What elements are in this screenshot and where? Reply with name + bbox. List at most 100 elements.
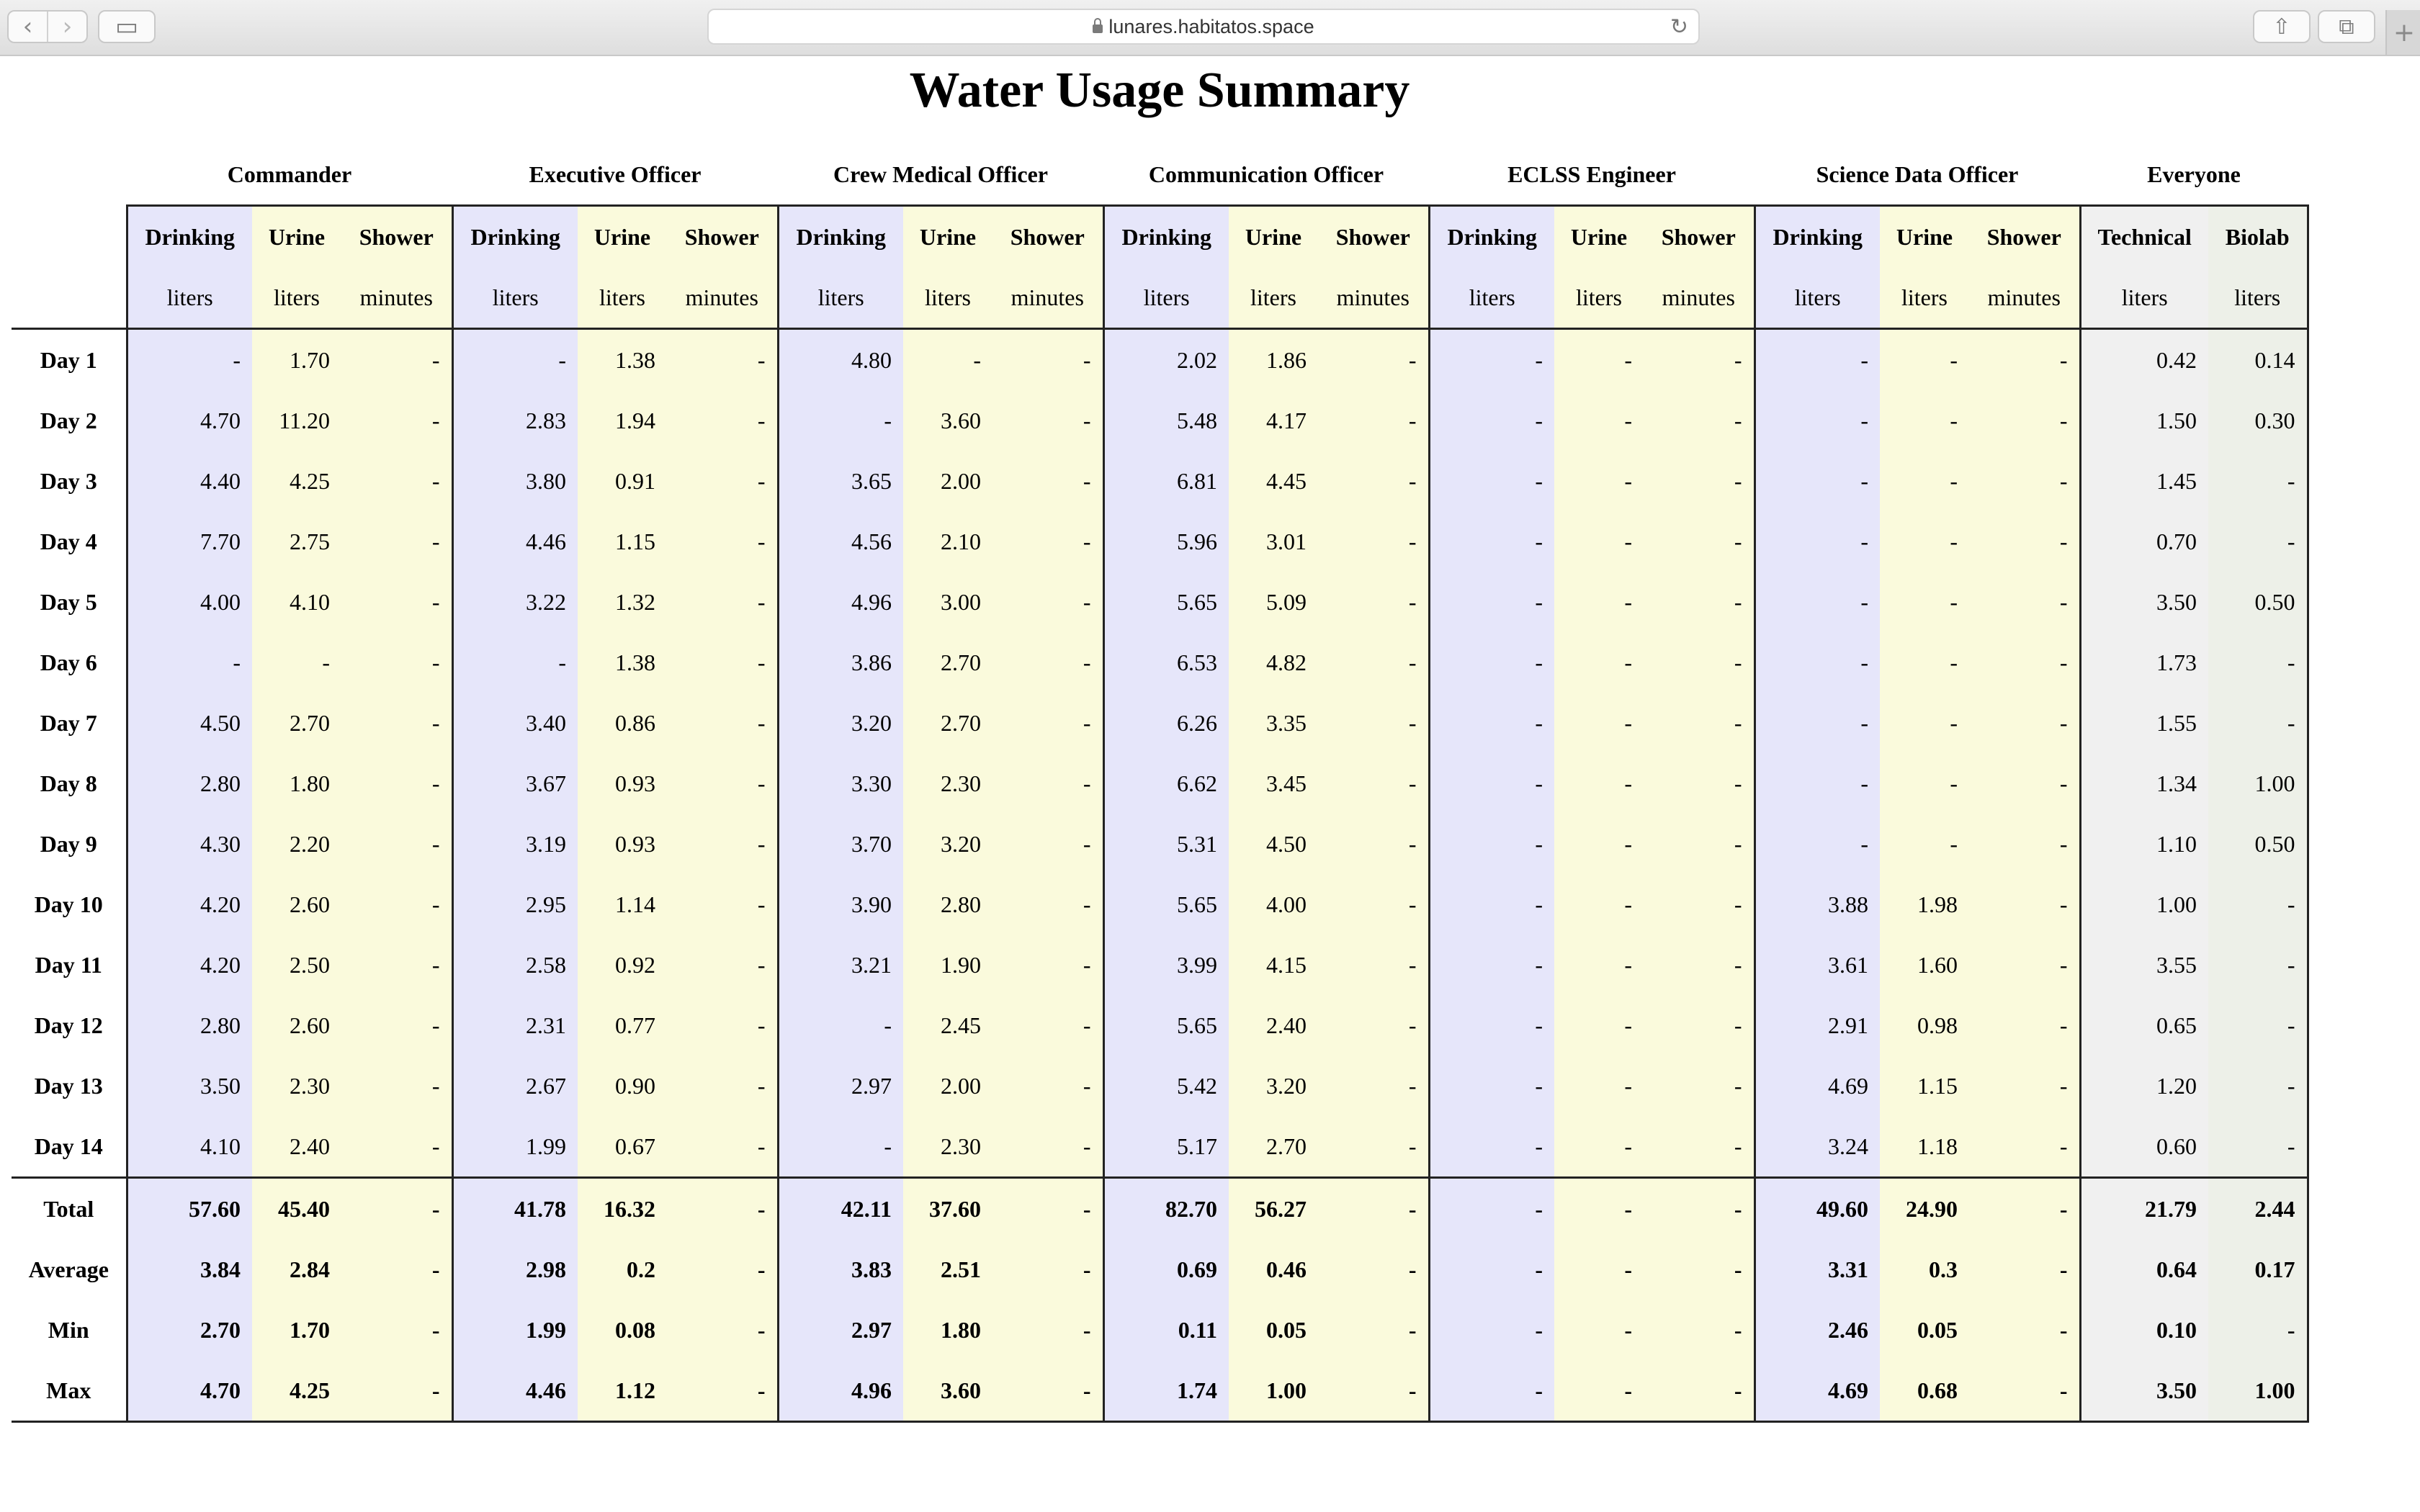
table-cell: -	[667, 995, 778, 1056]
column-header-shower: Shower	[1318, 204, 1429, 267]
table-cell: 7.70	[125, 511, 252, 572]
column-header-urine: Urine	[578, 204, 667, 267]
table-cell: 1.45	[2079, 451, 2208, 511]
back-icon[interactable]: ‹	[22, 12, 33, 41]
new-tab-button[interactable]: +	[2385, 10, 2420, 55]
table-cell: 3.67	[451, 753, 578, 814]
table-cell: 0.3	[1880, 1239, 1969, 1300]
lock-icon	[1093, 18, 1103, 33]
table-cell: 2.20	[252, 814, 341, 874]
table-cell: -	[1318, 874, 1429, 935]
table-cell: -	[1969, 328, 2080, 390]
table-cell: 0.08	[578, 1300, 667, 1360]
column-unit: liters	[1102, 267, 1229, 330]
table-cell: -	[992, 995, 1103, 1056]
table-cell: 0.86	[578, 693, 667, 753]
table-cell: -	[1753, 328, 1880, 390]
table-cell: 2.30	[903, 753, 992, 814]
table-cell: 3.60	[903, 1360, 992, 1423]
table-cell: 0.05	[1880, 1300, 1969, 1360]
table-cell: -	[1644, 328, 1754, 390]
table-cell: 2.44	[2208, 1177, 2309, 1239]
table-cell: 4.96	[776, 1360, 903, 1423]
address-bar[interactable]: lunares.habitatos.space ↻	[707, 9, 1700, 45]
table-cell: -	[1969, 390, 2080, 451]
table-cell: 1.55	[2079, 693, 2208, 753]
table-row: Day 3 4.40 4.25-3.80 0.91-3.65 2.00-6.81 4.45…	[12, 451, 2309, 511]
table-cell: 2.70	[903, 632, 992, 693]
table-cell: -	[1428, 511, 1554, 572]
table-cell: -	[341, 1360, 452, 1423]
table-cell: -	[341, 874, 452, 935]
table-cell: -	[1880, 572, 1969, 632]
table-cell: -	[992, 1177, 1103, 1239]
table-cell: 0.65	[2079, 995, 2208, 1056]
table-cell: -	[341, 1239, 452, 1300]
table-cell: 4.80	[776, 328, 903, 390]
table-cell: -	[667, 328, 778, 390]
table-cell: -	[992, 451, 1103, 511]
table-cell: -	[1428, 328, 1554, 390]
table-cell: -	[1969, 935, 2080, 995]
reload-icon[interactable]: ↻	[1670, 14, 1688, 40]
table-cell: 0.60	[2079, 1116, 2208, 1179]
table-cell: 1.50	[2079, 390, 2208, 451]
table-cell: -	[1644, 814, 1754, 874]
table-cell: -	[1554, 753, 1644, 814]
row-label: Day 1	[40, 346, 97, 373]
table-cell: 6.62	[1102, 753, 1229, 814]
column-unit: liters	[125, 267, 252, 330]
tab-overview-button[interactable]: ⧉	[2318, 10, 2375, 43]
table-cell: -	[2208, 632, 2309, 693]
table-cell: -	[1428, 753, 1554, 814]
table-cell: 0.17	[2208, 1239, 2309, 1300]
table-cell: -	[125, 632, 252, 693]
table-cell: 3.61	[1753, 935, 1880, 995]
table-cell: 2.70	[1229, 1116, 1318, 1179]
table-cell: -	[992, 1360, 1103, 1423]
column-unit: liters	[2079, 267, 2208, 330]
table-cell: -	[992, 693, 1103, 753]
table-cell: -	[1753, 572, 1880, 632]
table-cell: 3.20	[903, 814, 992, 874]
sidebar-toggle-button[interactable]: ▭	[98, 10, 156, 43]
table-cell: 2.31	[451, 995, 578, 1056]
table-cell: -	[667, 753, 778, 814]
share-button[interactable]: ⇧	[2253, 10, 2311, 43]
column-header-urine: Urine	[1229, 204, 1318, 267]
table-cell: -	[1428, 1360, 1554, 1423]
table-cell: 3.55	[2079, 935, 2208, 995]
forward-icon[interactable]: ›	[47, 12, 86, 42]
table-cell: 2.80	[903, 874, 992, 935]
column-header-urine: Urine	[1554, 204, 1644, 267]
column-unit: liters	[1554, 267, 1644, 330]
row-label: Min	[48, 1316, 89, 1343]
table-cell: -	[1880, 632, 1969, 693]
table-cell: -	[1644, 572, 1754, 632]
table-cell: 1.10	[2079, 814, 2208, 874]
table-cell: -	[1554, 572, 1644, 632]
table-cell: -	[667, 1360, 778, 1423]
column-header-drinking: Drinking	[776, 204, 903, 267]
table-row: Day 14 4.10 2.40-1.99 0.67- -2.30-5.17 2.70- -…	[12, 1116, 2309, 1179]
table-cell: 16.32	[578, 1177, 667, 1239]
table-cell: -	[2208, 935, 2309, 995]
table-cell: -	[992, 874, 1103, 935]
table-cell: -	[1644, 693, 1754, 753]
table-cell: -	[1969, 1300, 2080, 1360]
table-cell: 1.15	[1880, 1056, 1969, 1116]
table-cell: 1.38	[578, 328, 667, 390]
table-cell: 2.98	[451, 1239, 578, 1300]
table-cell: -	[1753, 632, 1880, 693]
table-row: Day 5 4.00 4.10-3.22 1.32-4.96 3.00-5.65 5.09…	[12, 572, 2309, 632]
table-cell: 3.65	[776, 451, 903, 511]
table-cell: 21.79	[2079, 1177, 2208, 1239]
table-cell: -	[341, 1056, 452, 1116]
table-cell: -	[992, 390, 1103, 451]
table-cell: -	[1969, 1116, 2080, 1179]
table-cell: -	[1753, 753, 1880, 814]
table-cell: -	[1644, 1056, 1754, 1116]
table-cell: -	[1969, 451, 2080, 511]
table-cell: 2.95	[451, 874, 578, 935]
table-cell: 1.70	[252, 328, 341, 390]
